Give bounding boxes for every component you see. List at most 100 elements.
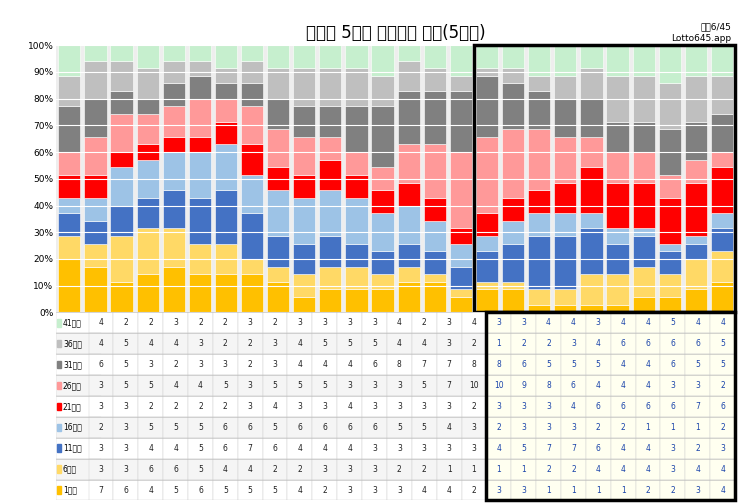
Bar [632,122,655,152]
Bar [512,333,536,354]
Bar [88,312,113,333]
Bar [536,417,561,438]
Text: 2: 2 [124,318,128,327]
Text: 1: 1 [646,423,650,432]
Bar [512,417,536,438]
Bar [84,60,106,99]
Bar [711,282,733,312]
Bar [635,312,661,333]
Bar [398,60,420,91]
Bar [580,137,602,167]
Text: 4: 4 [223,465,228,474]
Text: 로또6/45: 로또6/45 [700,23,731,32]
Text: 5: 5 [124,381,128,390]
Bar [486,333,512,354]
Bar [486,312,512,333]
Text: 2: 2 [646,485,650,494]
Bar [88,354,113,375]
Text: 4: 4 [322,444,327,453]
Bar [188,479,213,500]
Bar [610,333,635,354]
Bar [387,479,412,500]
Bar [685,160,707,183]
Text: 5: 5 [322,381,327,390]
Bar [610,354,635,375]
Bar [424,198,446,221]
Text: 4: 4 [173,339,178,348]
Bar [110,60,133,91]
Bar [362,312,387,333]
Bar [561,479,586,500]
Bar [658,45,681,83]
Bar [658,129,681,175]
Text: 1: 1 [596,485,601,494]
Bar [536,396,561,417]
Bar [58,424,62,431]
Text: 3: 3 [272,360,278,369]
Bar [685,289,707,312]
Text: 3: 3 [298,402,302,411]
Bar [371,76,394,106]
Text: 2: 2 [695,444,700,453]
Bar [262,417,287,438]
Bar [561,438,586,459]
Bar [528,236,550,289]
Bar [338,459,362,479]
Text: 2: 2 [496,423,501,432]
Bar [338,312,362,333]
Bar [371,167,394,190]
Bar [241,83,263,106]
Bar [486,354,512,375]
Bar [320,106,341,137]
Text: 4: 4 [720,485,725,494]
Bar [362,438,387,459]
Bar [214,144,237,190]
Text: 8: 8 [546,381,551,390]
Bar [371,106,394,167]
Text: 4: 4 [322,360,327,369]
Bar [88,417,113,438]
Text: 4: 4 [646,381,650,390]
Text: 2: 2 [546,465,551,474]
Text: 5: 5 [124,360,128,369]
Bar [338,396,362,417]
Text: 4: 4 [596,381,601,390]
Bar [607,228,628,243]
Bar [561,396,586,417]
Bar [189,152,211,198]
Text: 2: 2 [298,465,302,474]
Bar [561,312,586,333]
Bar [710,479,735,500]
Text: 5: 5 [397,423,402,432]
Bar [56,396,101,417]
Bar [711,213,733,228]
Bar [610,438,635,459]
Bar [88,438,113,459]
Text: 4: 4 [646,465,650,474]
Text: 5: 5 [223,381,228,390]
Text: 5: 5 [298,381,302,390]
Text: 2: 2 [322,485,327,494]
Bar [214,99,237,122]
Bar [214,83,237,99]
Bar [312,354,338,375]
Text: 3: 3 [447,402,452,411]
Text: 2: 2 [720,381,725,390]
Bar [138,375,164,396]
Bar [113,312,138,333]
Bar [561,417,586,438]
Text: 4: 4 [496,444,501,453]
Bar [320,68,341,106]
Text: 6: 6 [596,402,601,411]
Text: 4: 4 [621,360,626,369]
Bar [536,438,561,459]
Text: 6: 6 [670,339,675,348]
Bar [580,228,602,274]
Bar [84,221,106,243]
Bar [110,282,133,312]
Bar [502,282,524,289]
Text: 3: 3 [347,381,352,390]
Text: 4: 4 [720,318,725,327]
Bar [88,396,113,417]
Bar [362,396,387,417]
